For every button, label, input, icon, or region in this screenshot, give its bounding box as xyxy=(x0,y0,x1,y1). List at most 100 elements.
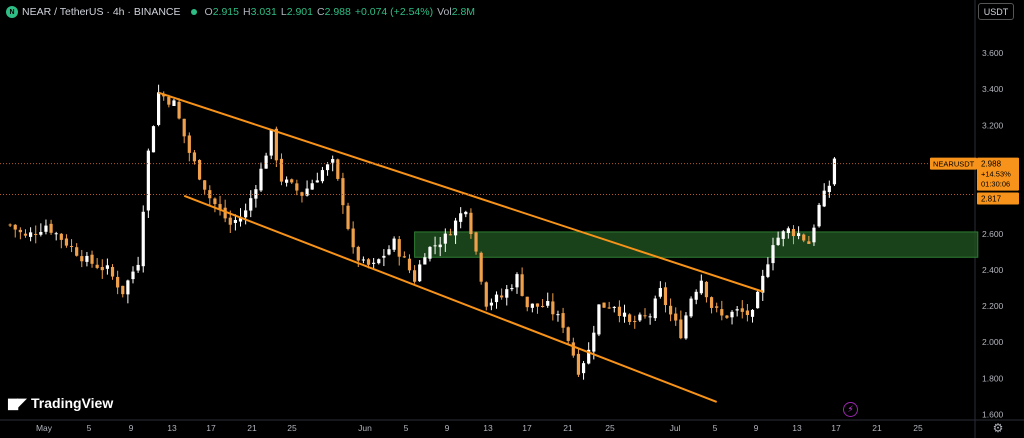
time-tick-label: 25 xyxy=(913,423,923,433)
time-tick-label: 5 xyxy=(87,423,92,433)
tradingview-logo[interactable]: ▆◤ TradingView xyxy=(8,395,113,411)
tradingview-logo-icon: ▆◤ xyxy=(8,395,27,410)
price-tick-label: 1.600 xyxy=(982,410,1004,420)
candle-body xyxy=(556,314,560,316)
candle-body xyxy=(817,204,821,227)
candle-body xyxy=(489,302,493,306)
time-tick-label: Jun xyxy=(358,423,372,433)
candle-body xyxy=(607,307,611,309)
high-value: 3.031 xyxy=(250,6,277,18)
price-tick-label: 3.200 xyxy=(982,120,1004,130)
candle-body xyxy=(131,271,135,280)
candle-body xyxy=(100,266,104,271)
candle-body xyxy=(80,256,84,262)
candle-body xyxy=(669,305,673,315)
time-tick-label: 9 xyxy=(754,423,759,433)
candle-body xyxy=(597,304,601,335)
candle-body xyxy=(428,246,432,259)
candle-body xyxy=(69,245,74,247)
candle-body xyxy=(331,159,335,163)
candle-body xyxy=(110,267,115,277)
candle-body xyxy=(679,319,683,339)
time-tick-label: Jul xyxy=(670,423,681,433)
candle-body xyxy=(551,301,555,315)
candle-body xyxy=(500,295,504,298)
candle-body xyxy=(105,265,109,269)
candle-body xyxy=(689,298,693,317)
candle-body xyxy=(146,150,150,211)
bar-countdown: 01:30:06 xyxy=(981,180,1010,189)
candle-body xyxy=(315,180,319,183)
gear-icon[interactable]: ⚙ xyxy=(992,421,1004,435)
candle-body xyxy=(566,327,570,341)
high-label: H xyxy=(242,6,251,18)
candle-body xyxy=(505,289,509,298)
candle-body xyxy=(259,168,263,191)
candle-body xyxy=(192,152,197,162)
price-tick-label: 3.600 xyxy=(982,48,1004,58)
candle-body xyxy=(264,155,268,169)
change-value: +0.074 (+2.54%) xyxy=(354,6,434,18)
candle-body xyxy=(581,363,586,374)
candle-body xyxy=(238,216,243,222)
candle-body xyxy=(822,190,826,207)
candle-body xyxy=(90,254,94,264)
candle-body xyxy=(740,308,744,312)
candle-body xyxy=(325,164,330,171)
lower-trendline[interactable] xyxy=(183,194,718,403)
currency-button[interactable]: USDT xyxy=(978,3,1014,20)
candle-body xyxy=(341,178,345,206)
candle-body xyxy=(530,303,534,308)
candle-body xyxy=(228,217,232,225)
open-value: 2.915 xyxy=(212,6,239,18)
candle-body xyxy=(39,231,43,235)
candle-body xyxy=(208,190,212,199)
candle-body xyxy=(612,306,616,308)
candle-body xyxy=(49,223,53,233)
candle-body xyxy=(576,353,581,375)
candle-body xyxy=(807,241,811,244)
price-tick-label: 2.600 xyxy=(982,229,1004,239)
brand-name: TradingView xyxy=(31,395,114,411)
candle-body xyxy=(469,212,473,235)
time-tick-label: 25 xyxy=(287,423,297,433)
candle-body xyxy=(167,96,171,105)
candle-body xyxy=(464,211,468,215)
close-label: C xyxy=(316,6,325,18)
low-value: 2.901 xyxy=(286,6,313,18)
candle-body xyxy=(715,306,719,308)
candle-body xyxy=(18,229,22,233)
candle-body xyxy=(771,245,775,264)
candle-body xyxy=(295,183,299,191)
candle-body xyxy=(622,312,627,317)
candle-body xyxy=(494,294,499,303)
symbol-title[interactable]: NEAR / TetherUS · 4h · BINANCE xyxy=(22,6,181,18)
volume-label: Vol xyxy=(437,6,452,18)
time-tick-label: 13 xyxy=(792,423,802,433)
time-tick-label: 17 xyxy=(831,423,841,433)
price-tick-label: 2.000 xyxy=(982,337,1004,347)
candle-body xyxy=(781,231,785,239)
candle-body xyxy=(541,305,545,307)
upper-trendline[interactable] xyxy=(158,91,764,293)
candle-body xyxy=(361,259,365,261)
time-tick-label: 17 xyxy=(206,423,216,433)
candle-body xyxy=(812,227,816,243)
candle-body xyxy=(602,302,606,308)
candle-body xyxy=(438,244,442,248)
candle-body xyxy=(735,309,739,311)
candle-body xyxy=(269,129,273,156)
candle-body xyxy=(709,297,714,308)
lightning-icon[interactable]: ⚡ xyxy=(843,402,858,417)
candle-body xyxy=(8,224,12,226)
candle-body xyxy=(54,233,58,235)
support-zone[interactable] xyxy=(414,231,979,258)
candle-body xyxy=(459,213,463,222)
candle-body xyxy=(29,232,33,237)
candle-body xyxy=(85,255,89,262)
candle-body xyxy=(402,256,406,258)
candle-body xyxy=(674,313,678,321)
price-tick-label: 2.200 xyxy=(982,301,1004,311)
time-tick-label: 5 xyxy=(713,423,718,433)
